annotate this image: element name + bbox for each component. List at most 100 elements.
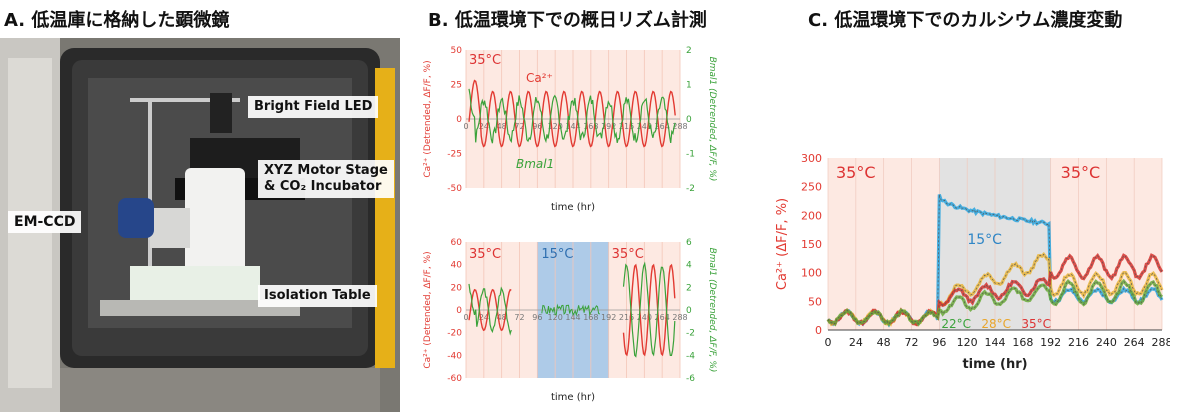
x-tick-label: 288 [1152, 336, 1171, 349]
y-left-tick-label: 0 [456, 306, 462, 316]
series-bmal1-line [468, 88, 676, 144]
y-right-tick-label: -1 [686, 150, 695, 160]
x-tick-label: 168 [583, 313, 598, 322]
y-axis-label: Ca²⁺ (ΔF/F, %) [775, 198, 790, 290]
x-tick-label: 48 [497, 313, 507, 322]
x-tick-label: 48 [877, 336, 891, 349]
label-35c: 35°C [1021, 317, 1051, 331]
y-right-tick-label: 0 [686, 306, 692, 316]
panel-c-title: C. 低温環境下でのカルシウム濃度変動 [808, 10, 1123, 31]
x-tick-label: 168 [583, 122, 598, 131]
label-em-ccd: EM-CCD [8, 211, 82, 233]
x-tick-label: 96 [932, 336, 946, 349]
x-tick-label: 192 [601, 313, 616, 322]
temp-annotation-right: 35°C [1061, 163, 1101, 182]
x-tick-label: 144 [565, 122, 580, 131]
x-tick-label: 0 [463, 122, 468, 131]
y-tick-label: 250 [801, 181, 822, 194]
microscope-photo: Bright Field LED XYZ Motor Stage & CO₂ I… [0, 38, 400, 412]
x-tick-label: 216 [619, 313, 634, 322]
temp-annotation-left: 35°C [469, 247, 501, 262]
x-tick-label: 240 [637, 313, 652, 322]
y-left-tick-label: -50 [447, 184, 462, 194]
temp-annotation-left: 35°C [836, 163, 876, 182]
x-axis-label: time (hr) [962, 357, 1027, 372]
label-22c: 22°C [941, 317, 971, 331]
y-tick-label: 300 [801, 152, 822, 165]
x-tick-label: 72 [905, 336, 919, 349]
x-tick-label: 144 [985, 336, 1006, 349]
x-tick-label: 216 [1068, 336, 1089, 349]
series-bmal1-segment-cold [541, 303, 601, 317]
x-tick-label: 144 [565, 313, 580, 322]
x-tick-label: 0 [825, 336, 832, 349]
temp-annotation-cold: 15°C [967, 232, 1002, 248]
x-tick-label: 216 [619, 122, 634, 131]
panel-b-title: B. 低温環境下での概日リズム計測 [428, 10, 707, 31]
bmal1-annotation: Bmal1 [516, 157, 554, 171]
ca-annotation: Ca²⁺ [526, 71, 553, 85]
chart-c: 0 24 48 72 96 120 144 168 192 216 240 264 288 0 50 100 1… [775, 152, 1171, 372]
x-axis-label: time (hr) [551, 392, 595, 403]
y-left-tick-label: -60 [447, 374, 462, 384]
y-right-tick-label: 2 [686, 46, 692, 56]
y-right-tick-label: -4 [686, 351, 695, 361]
series-mean-line [827, 280, 1163, 325]
label-28c: 28°C [981, 317, 1011, 331]
y-left-tick-label: 50 [451, 46, 463, 56]
panel-a-title: A. 低温庫に格納した顕微鏡 [4, 10, 230, 31]
x-tick-label: 24 [849, 336, 863, 349]
y-right-tick-label: 4 [686, 261, 692, 271]
label-xyz-line1: XYZ Motor Stage [264, 163, 388, 178]
y-left-tick-label: 20 [451, 283, 463, 293]
y-right-axis-label: Bmal1 (Detrended, ΔF/F, %) [707, 57, 717, 182]
y-left-axis-label: Ca²⁺ (Detrended, ΔF/F, %) [423, 60, 433, 177]
x-axis-label: time (hr) [551, 202, 595, 213]
x-tick-label: 0 [463, 313, 468, 322]
y-right-tick-label: 2 [686, 283, 692, 293]
y-right-axis-label: Bmal1 (Detrended, ΔF/F, %) [707, 248, 717, 373]
temp-annotation-cold: 15°C [541, 247, 573, 262]
y-left-axis-label: Ca²⁺ (Detrended, ΔF/F, %) [423, 251, 433, 368]
x-tick-label: 120 [548, 313, 563, 322]
y-tick-label: 100 [801, 267, 822, 280]
x-tick-label: 288 [672, 313, 687, 322]
x-tick-label: 24 [479, 122, 489, 131]
series-ca-segment-1 [468, 288, 512, 332]
y-tick-label: 150 [801, 238, 822, 251]
x-tick-label: 96 [532, 122, 542, 131]
y-left-tick-label: -40 [447, 351, 462, 361]
y-tick-label: 200 [801, 209, 822, 222]
x-tick-label: 192 [601, 122, 616, 131]
y-tick-label: 50 [808, 295, 822, 308]
chart-b-top: 0 24 48 72 96 120 144 168 192 216 240 264 288-50-250… [423, 46, 717, 213]
x-tick-label: 48 [497, 122, 507, 131]
x-tick-label: 240 [637, 122, 652, 131]
x-tick-label: 264 [655, 122, 670, 131]
y-right-tick-label: -6 [686, 374, 695, 384]
y-right-tick-label: 6 [686, 238, 692, 248]
x-tick-label: 72 [514, 313, 524, 322]
y-left-tick-label: 60 [451, 238, 463, 248]
label-xyz-line2: & CO₂ Incubator [264, 179, 382, 194]
x-tick-label: 96 [532, 313, 542, 322]
x-tick-label: 264 [1124, 336, 1145, 349]
x-tick-label: 72 [514, 122, 524, 131]
y-left-tick-label: 40 [451, 261, 463, 271]
x-tick-label: 24 [479, 313, 489, 322]
y-left-tick-label: -25 [447, 150, 462, 160]
x-tick-label: 288 [672, 122, 687, 131]
y-left-tick-label: -20 [447, 329, 462, 339]
label-xyz-stage: XYZ Motor Stage & CO₂ Incubator [258, 160, 394, 198]
series-bmal1-segment-1 [468, 283, 512, 336]
y-right-tick-label: -2 [686, 329, 695, 339]
chart-b-bottom: 0 24 48 72 96 120 144 168 192 216 240 264 288-60-40-… [423, 238, 717, 403]
series-bmal1-segment-2 [622, 261, 676, 358]
label-bright-field-led: Bright Field LED [248, 96, 379, 118]
x-tick-label: 120 [957, 336, 978, 349]
x-tick-label: 240 [1096, 336, 1117, 349]
temp-annotation-right: 35°C [612, 247, 644, 262]
y-tick-label: 0 [815, 324, 822, 337]
x-tick-label: 120 [548, 122, 563, 131]
x-tick-label: 264 [655, 313, 670, 322]
